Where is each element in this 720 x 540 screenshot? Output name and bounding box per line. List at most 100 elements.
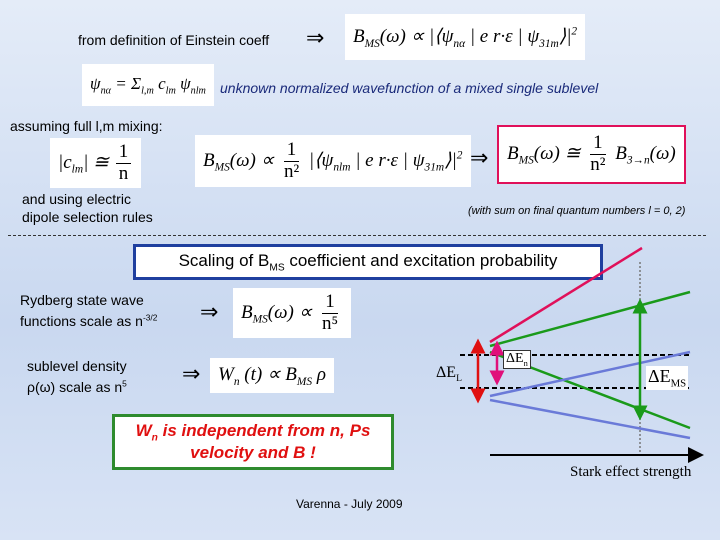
level: [489, 290, 691, 348]
num: 1: [322, 291, 338, 314]
formula-text: BMS(ω) ≅ 1 n² B3→n(ω): [507, 132, 676, 176]
subscript: 31m: [539, 37, 559, 50]
segment: ρ: [312, 364, 326, 386]
subscript: MS: [518, 154, 534, 167]
superscript: 2: [571, 25, 578, 38]
segment: ψ: [441, 25, 454, 47]
den: n²: [590, 154, 606, 175]
density-text: sublevel density ρ(ω) scale as n5: [27, 358, 157, 396]
segment: Scaling of B: [178, 250, 270, 270]
den: n²: [283, 160, 300, 182]
subscript: MS: [296, 375, 313, 388]
segment: (t) ∝ B: [239, 364, 297, 386]
formula-text: Scaling of BMS coefficient and excitatio…: [179, 251, 558, 273]
subscript: n: [233, 375, 240, 388]
segment: sublevel density ρ(ω) scale as n: [27, 358, 127, 395]
selection-text: and using electric dipole selection rule…: [22, 190, 153, 226]
formula: BMS(ω) ∝ 1 n² |⟨ψnlm | e r·ε | ψ31m⟩|2: [195, 135, 471, 187]
formula-text: ΔEn: [506, 351, 528, 368]
superscript: 2: [456, 149, 463, 162]
subscript: L: [456, 373, 462, 385]
segment: c: [153, 73, 166, 93]
note: unknown normalized wavefunction of a mix…: [220, 80, 599, 96]
segment: W: [135, 420, 152, 440]
segment: (ω) ≅: [533, 142, 586, 164]
subscript: n: [523, 358, 528, 368]
formula: BMS(ω) ∝ |⟨ψnα | e r·ε | ψ31m⟩|2: [345, 14, 586, 60]
rydberg-text: Rydberg state wave functions scale as n-…: [20, 292, 195, 330]
segment: ψ: [175, 73, 191, 93]
subscript: l,m: [141, 85, 154, 97]
subscript: MS: [364, 37, 380, 50]
arrow: ⇒: [306, 26, 325, 51]
segment: B: [507, 142, 519, 164]
subscript: MS: [269, 262, 285, 274]
num: 1: [283, 139, 300, 162]
segment: ψ: [321, 149, 334, 171]
segment: B: [610, 142, 627, 164]
segment: ⟩|: [444, 149, 457, 171]
formula-text: BMS(ω) ∝ |⟨ψnα | e r·ε | ψ31m⟩|2: [353, 25, 578, 50]
segment: ψ: [527, 25, 540, 47]
subscript: 3→n: [626, 154, 650, 167]
line: and using electric: [22, 191, 131, 207]
segment: ΔE: [506, 351, 524, 366]
delta-label: ΔEL: [436, 364, 462, 384]
segment: (ω): [649, 142, 676, 164]
frac: 1 n²: [587, 132, 608, 176]
subscript: n: [151, 432, 158, 444]
level: [489, 350, 691, 398]
segment: |⟨: [304, 149, 322, 171]
segment: ΔE: [648, 366, 671, 386]
subscript: MS: [214, 161, 230, 174]
level: [489, 246, 643, 344]
formula-text: BMS(ω) ∝ 1 n² |⟨ψnlm | e r·ε | ψ31m⟩|2: [203, 139, 463, 183]
formula-text: ψnα = Σl,m clm ψnlm: [90, 74, 206, 96]
segment: (ω) ∝: [267, 301, 317, 323]
subscript: lm: [165, 85, 176, 97]
formula-text: Wn (t) ∝ BMS ρ: [218, 363, 326, 388]
segment: |c: [58, 151, 72, 173]
formula-text: sublevel density ρ(ω) scale as n5: [27, 358, 127, 395]
segment: | e r·ε |: [465, 25, 528, 47]
num: 1: [590, 132, 606, 155]
frac: 1 n²: [281, 139, 302, 183]
subscript: MS: [670, 377, 687, 390]
subscript: nα: [100, 85, 112, 97]
segment: (ω) ∝ |⟨: [379, 25, 442, 47]
subscript: lm: [71, 163, 84, 176]
delta-label: ΔEMS: [646, 366, 689, 390]
segment: coefficient and excitation probability: [284, 250, 558, 270]
segment: | e r·ε |: [350, 149, 413, 171]
segment: ΔE: [436, 364, 457, 381]
segment: W: [218, 364, 234, 386]
formula-text: ΔEL: [436, 364, 462, 385]
segment: B: [203, 149, 215, 171]
segment: B: [353, 25, 365, 47]
segment: ψ: [412, 149, 425, 171]
den: n⁵: [321, 312, 339, 334]
axis-label: Stark effect strength: [570, 464, 692, 480]
segment: (ω) ∝: [229, 149, 279, 171]
frac: 1 n⁵: [319, 291, 341, 335]
segment: ⟩|: [558, 25, 572, 47]
formula: BMS(ω) ∝ 1 n⁵: [233, 288, 352, 338]
delta-label: ΔEn: [503, 350, 531, 369]
formula-text: BMS(ω) ∝ 1 n⁵: [241, 291, 343, 335]
superscript: 5: [122, 378, 127, 388]
arrow: ⇒: [182, 362, 201, 387]
subscript: nα: [453, 37, 466, 50]
result-box: BMS(ω) ≅ 1 n² B3→n(ω): [497, 125, 686, 184]
subscript: nlm: [333, 161, 351, 174]
segment: is independent from n, Ps velocity and B…: [157, 420, 371, 463]
segment: B: [241, 301, 253, 323]
formula-text: ΔEMS: [648, 366, 686, 390]
mixing-text: assuming full l,m mixing:: [10, 118, 163, 134]
level: [489, 398, 691, 440]
segment: | ≅: [83, 151, 114, 173]
arrow: ⇒: [470, 146, 489, 171]
arrow: ⇒: [200, 300, 219, 325]
